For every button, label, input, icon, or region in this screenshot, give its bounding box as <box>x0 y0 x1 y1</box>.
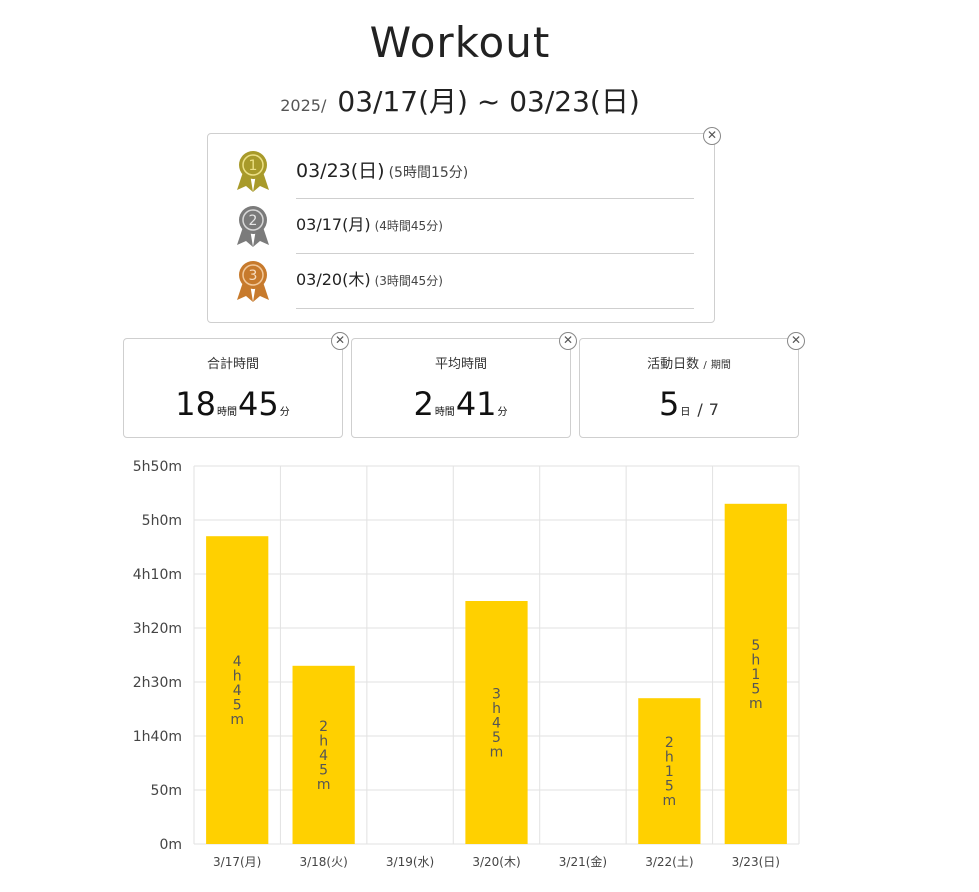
period-days: 7 <box>708 400 719 419</box>
bar-labels: 4 h 4 5 m 2 h 4 5 m 3 h 4 5 m 2 h 1 5 m 5 h 1 5 m <box>230 638 762 809</box>
y-tick-label: 4h10m <box>133 567 182 583</box>
y-tick-label: 1h40m <box>133 729 182 745</box>
minutes-unit: 分 <box>279 407 290 418</box>
medal-number: 1 <box>249 158 258 174</box>
active-days-label: 活動日数 / 期間 <box>580 353 798 372</box>
x-tick-label: 3/19(水) <box>386 855 434 869</box>
bar <box>724 503 787 844</box>
y-tick-label: 5h0m <box>142 513 182 529</box>
total-hours: 18 <box>175 385 216 423</box>
bar <box>465 601 528 844</box>
date-range: 2025/ 03/17(月) ~ 03/23(日) <box>0 80 920 120</box>
ranking-card: ✕ 1 03/23(日) (5時間15分) 2 03/17(月) (4時間45分) <box>207 127 721 323</box>
date-range-text: 03/17(月) ~ 03/23(日) <box>337 85 640 118</box>
workout-bar-chart: 0m 50m 1h40m 2h30m 3h20m 4h10m 5h0m 5h50m 3/17(… <box>133 459 800 869</box>
total-time-label: 合計時間 <box>206 357 259 372</box>
x-axis-ticks: 3/17(月) 3/18(火) 3/19(水) 3/20(木) 3/21(金) 3/22(… <box>213 854 780 869</box>
bar <box>638 698 701 844</box>
medal-number: 3 <box>249 268 258 284</box>
total-time-card: ✕ 合計時間 18時間45分 <box>123 332 349 438</box>
days-unit: 日 <box>680 407 691 418</box>
active-days: 5 <box>659 385 680 423</box>
label-separator: / <box>703 360 707 371</box>
hours-unit: 時間 <box>217 407 237 418</box>
bar <box>206 536 269 844</box>
rank-row-2: 2 03/17(月) (4時間45分) <box>208 199 714 254</box>
close-icon[interactable]: ✕ <box>787 332 805 350</box>
average-time-label: 平均時間 <box>434 357 487 372</box>
bar <box>292 665 355 844</box>
rank-row-1: 1 03/23(日) (5時間15分) <box>208 144 714 199</box>
rank-duration: (4時間45分) <box>374 219 443 233</box>
gold-medal-icon: 1 <box>237 151 269 192</box>
chart-bars <box>206 503 787 844</box>
active-days-card: ✕ 活動日数 / 期間 5日 / 7 <box>579 332 805 438</box>
active-days-value: 5日 / 7 <box>580 385 798 423</box>
period-label: 期間 <box>710 360 731 371</box>
minutes-unit: 分 <box>497 407 508 418</box>
rank-duration: (3時間45分) <box>374 274 443 288</box>
close-icon[interactable]: ✕ <box>559 332 577 350</box>
total-minutes: 45 <box>238 385 279 423</box>
y-tick-label: 50m <box>151 783 182 799</box>
close-icon[interactable]: ✕ <box>703 127 721 145</box>
x-tick-label: 3/22(土) <box>645 855 693 869</box>
x-tick-label: 3/20(木) <box>472 855 520 869</box>
y-tick-label: 3h20m <box>133 621 182 637</box>
y-tick-label: 5h50m <box>133 459 182 475</box>
x-tick-label: 3/17(月) <box>213 855 261 869</box>
active-days-label-main: 活動日数 <box>647 357 700 372</box>
silver-medal-icon: 2 <box>237 206 269 247</box>
rank-date: 03/23(日) <box>296 160 385 182</box>
rank-date: 03/20(木) <box>296 270 371 289</box>
page-title: Workout <box>369 18 551 67</box>
date-range-year: 2025/ <box>280 96 327 115</box>
total-time-value: 18時間45分 <box>124 385 342 423</box>
average-time-value: 2時間41分 <box>352 385 570 423</box>
average-time-card: ✕ 平均時間 2時間41分 <box>351 332 577 438</box>
y-tick-label: 2h30m <box>133 675 182 691</box>
value-separator: / <box>697 400 703 419</box>
y-tick-label: 0m <box>159 837 182 853</box>
hours-unit: 時間 <box>434 407 455 418</box>
rank-duration: (5時間15分) <box>388 165 469 181</box>
divider <box>296 253 694 254</box>
x-tick-label: 3/18(火) <box>299 855 347 869</box>
divider <box>296 198 694 199</box>
average-minutes: 41 <box>455 385 497 423</box>
average-hours: 2 <box>413 385 434 423</box>
x-tick-label: 3/21(金) <box>559 854 607 869</box>
x-tick-label: 3/23(日) <box>732 855 780 869</box>
rank-date: 03/17(月) <box>296 215 371 234</box>
medal-number: 2 <box>249 213 258 229</box>
y-axis-ticks: 0m 50m 1h40m 2h30m 3h20m 4h10m 5h0m 5h50m <box>133 459 182 853</box>
close-icon[interactable]: ✕ <box>331 332 349 350</box>
divider <box>296 308 694 309</box>
bronze-medal-icon: 3 <box>237 261 269 302</box>
rank-row-3: 3 03/20(木) (3時間45分) <box>208 254 714 309</box>
